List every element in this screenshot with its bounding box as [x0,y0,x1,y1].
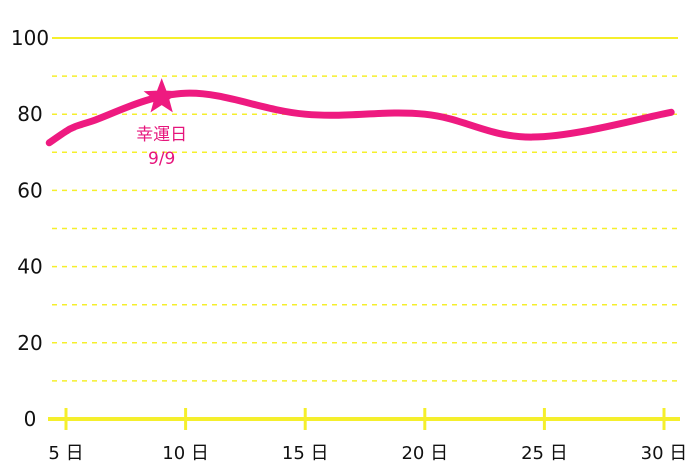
y-tick-label-20: 20 [17,331,42,355]
x-axis: 5 日 10 日 15 日 20 日 25 日 30 日 [48,408,687,464]
x-tick-label-10: 10 日 [162,443,209,464]
highlight-label-date: 9/9 [148,149,175,169]
grid-lines [52,37,678,382]
series-line-0 [45,89,675,147]
x-tick-label-5: 5 日 [48,443,83,464]
x-tick-label-30: 30 日 [641,443,688,464]
series-group [45,89,675,147]
x-tick-label-15: 15 日 [282,443,329,464]
y-tick-label-0: 0 [24,407,37,431]
y-axis-labels: 0 20 40 60 80 100 [11,26,49,431]
y-tick-label-100: 100 [11,26,49,50]
star-icon [143,78,180,113]
highlight-label-title: 幸運日 [136,125,187,145]
x-tick-label-25: 25 日 [521,443,568,464]
x-tick-label-20: 20 日 [401,443,448,464]
y-tick-label-40: 40 [17,255,42,279]
highlight-annotation: 幸運日 9/9 [136,78,187,169]
y-tick-label-60: 60 [17,178,42,202]
y-tick-label-80: 80 [17,102,42,126]
